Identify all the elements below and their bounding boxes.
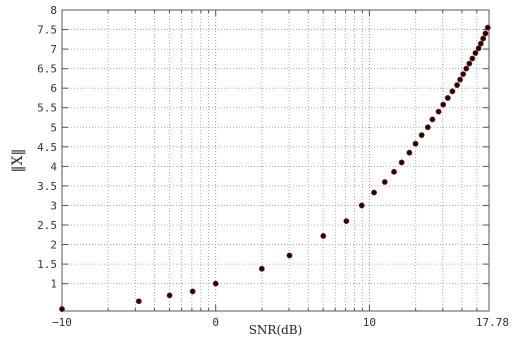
data-point (381, 179, 388, 185)
y-tick-label: 2 (50, 239, 57, 252)
data-point (466, 60, 473, 67)
y-tick-label: 5.5 (37, 102, 57, 115)
data-point (475, 45, 482, 52)
data-point (482, 30, 489, 37)
data-point (398, 159, 405, 166)
y-tick-label: 1.5 (37, 258, 57, 271)
data-point (472, 50, 479, 56)
y-tick-label: 1 (50, 278, 57, 291)
data-point (463, 65, 470, 72)
data-point (371, 189, 377, 196)
data-point (406, 149, 413, 156)
x-tick-label: 10 (363, 316, 376, 329)
y-tick-label: 8 (50, 4, 57, 17)
y-tick-label: 6.5 (37, 63, 57, 76)
data-point (460, 71, 467, 78)
data-point (412, 140, 419, 147)
data-point (320, 233, 327, 239)
data-point (358, 202, 365, 209)
data-point (469, 55, 476, 62)
data-point (189, 288, 196, 295)
x-tick-label: −10 (52, 316, 72, 329)
y-tick-label: 4.5 (37, 141, 57, 154)
data-point (480, 35, 487, 42)
data-point (429, 116, 436, 123)
data-point (435, 108, 442, 115)
data-point (286, 252, 293, 259)
data-point (484, 24, 491, 31)
data-point (457, 76, 464, 83)
axis-ticks: −10 0 10 17.78 1 1.5 2 2.5 3 3.5 4 4.5 5 5.5 6 6.5 7 7.5 8 (37, 4, 509, 329)
y-tick-label: 3.5 (37, 180, 57, 193)
data-point (440, 101, 447, 108)
x-tick-label: 17.78 (476, 316, 509, 329)
data-point (444, 95, 451, 101)
data-point (212, 280, 219, 287)
data-point (418, 132, 425, 138)
y-tick-label: 2.5 (37, 219, 57, 232)
data-point (449, 88, 456, 95)
y-tick-label: 3 (50, 199, 57, 212)
y-axis-label: ‖X‖ (10, 149, 26, 173)
grid-lines (61, 9, 490, 311)
x-axis-label: SNR(dB) (249, 323, 303, 337)
plot-frame (61, 9, 490, 312)
data-point (59, 306, 65, 312)
y-tick-label: 7.5 (37, 24, 57, 37)
data-point (424, 124, 431, 131)
data-point (258, 265, 265, 272)
data-point (166, 292, 173, 299)
data-point (135, 298, 142, 305)
y-tick-label: 7 (50, 43, 57, 56)
y-tick-label: 5 (50, 121, 57, 134)
y-tick-label: 4 (50, 160, 57, 173)
data-point (454, 82, 460, 88)
data-point (477, 40, 484, 47)
x-tick-label: 0 (212, 316, 219, 329)
data-point (343, 218, 350, 224)
data-points (59, 24, 491, 312)
y-tick-label: 6 (50, 82, 57, 95)
data-point (391, 168, 397, 175)
